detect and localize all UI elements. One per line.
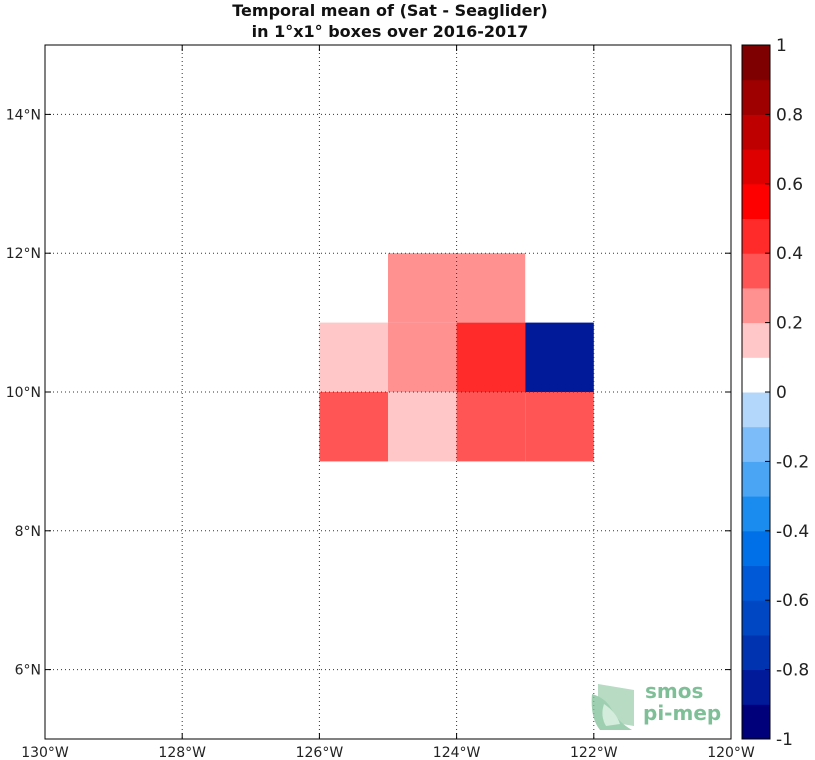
logo-text-pi-mep: pi-mep bbox=[643, 701, 721, 725]
colorbar-tick-label-9: -0.8 bbox=[776, 661, 809, 681]
heatmap-cell-1 bbox=[456, 253, 526, 323]
y-tick-label-2: 10°N bbox=[6, 385, 41, 401]
colorbar-bin-4 bbox=[742, 565, 770, 601]
colorbar-bin-11 bbox=[742, 322, 770, 358]
colorbar-bin-17 bbox=[742, 114, 770, 150]
x-tick-label-0: 130°W bbox=[21, 745, 69, 760]
y-tick-label-1: 8°N bbox=[15, 524, 41, 540]
colorbar-bin-10 bbox=[742, 357, 770, 393]
colorbar-bin-19 bbox=[742, 45, 770, 81]
heatmap-cell-4 bbox=[456, 322, 526, 392]
chart-title-line-1: Temporal mean of (Sat - Seaglider) bbox=[232, 1, 548, 20]
data-cells bbox=[319, 253, 594, 462]
x-tick-label-3: 124°W bbox=[433, 745, 481, 760]
smos-pi-mep-logo: smos pi-mep bbox=[591, 679, 721, 730]
colorbar-tick-label-3: 0.4 bbox=[776, 244, 803, 264]
chart-title-line-2: in 1°x1° boxes over 2016-2017 bbox=[251, 22, 529, 41]
colorbar-bin-8 bbox=[742, 426, 770, 462]
x-tick-label-4: 122°W bbox=[570, 745, 618, 760]
heatmap-cell-7 bbox=[388, 392, 457, 462]
colorbar-bin-9 bbox=[742, 392, 770, 428]
y-tick-label-0: 6°N bbox=[15, 663, 41, 679]
x-tick-label-2: 126°W bbox=[296, 745, 344, 760]
colorbar-tick-label-5: 0 bbox=[776, 383, 787, 403]
logo-waves-icon bbox=[591, 684, 634, 730]
colorbar-tick-label-10: -1 bbox=[776, 730, 793, 750]
heatmap-cell-0 bbox=[388, 253, 457, 323]
colorbar-tick-label-8: -0.6 bbox=[776, 591, 809, 611]
colorbar-tick-label-1: 0.8 bbox=[776, 105, 803, 125]
logo-text-smos: smos bbox=[645, 679, 703, 703]
x-tick-label-1: 128°W bbox=[158, 745, 206, 760]
colorbar-bin-16 bbox=[742, 149, 770, 185]
heatmap-cell-2 bbox=[319, 322, 388, 392]
y-tick-label-4: 14°N bbox=[6, 107, 41, 123]
colorbar: 1 0.8 0.6 0.4 0.2 0 -0.2 -0.4 -0.6 -0.8 -1 bbox=[741, 36, 809, 750]
colorbar-bin-13 bbox=[742, 253, 770, 289]
colorbar-bin-5 bbox=[742, 530, 770, 566]
colorbar-bin-14 bbox=[742, 218, 770, 254]
colorbar-tick-label-0: 1 bbox=[776, 36, 787, 56]
axis-ticks: 130°W 128°W 126°W 124°W 122°W 120°W 6°N 8°N 10°N… bbox=[6, 45, 755, 760]
colorbar-bin-1 bbox=[742, 669, 770, 705]
heatmap-cell-9 bbox=[525, 392, 594, 462]
colorbar-tick-label-6: -0.2 bbox=[776, 452, 809, 472]
heatmap-cell-3 bbox=[388, 322, 457, 392]
colorbar-bin-3 bbox=[742, 600, 770, 636]
colorbar-bin-7 bbox=[742, 461, 770, 497]
colorbar-tick-label-7: -0.4 bbox=[776, 522, 809, 542]
x-tick-label-5: 120°W bbox=[707, 745, 755, 760]
colorbar-bin-2 bbox=[742, 634, 770, 671]
heatmap-cell-8 bbox=[456, 392, 526, 462]
colorbar-tick-label-2: 0.6 bbox=[776, 175, 803, 195]
heatmap-cell-5 bbox=[525, 322, 594, 392]
colorbar-bin-12 bbox=[742, 287, 770, 324]
colorbar-tick-label-4: 0.2 bbox=[776, 314, 803, 334]
colorbar-bin-15 bbox=[742, 183, 770, 219]
colorbar-bin-6 bbox=[742, 496, 770, 532]
colorbar-bin-0 bbox=[742, 704, 770, 740]
colorbar-bin-18 bbox=[742, 79, 770, 115]
chart-title: Temporal mean of (Sat - Seaglider) in 1°… bbox=[0, 0, 780, 42]
y-tick-label-3: 12°N bbox=[6, 246, 41, 262]
heatmap-cell-6 bbox=[319, 392, 388, 462]
